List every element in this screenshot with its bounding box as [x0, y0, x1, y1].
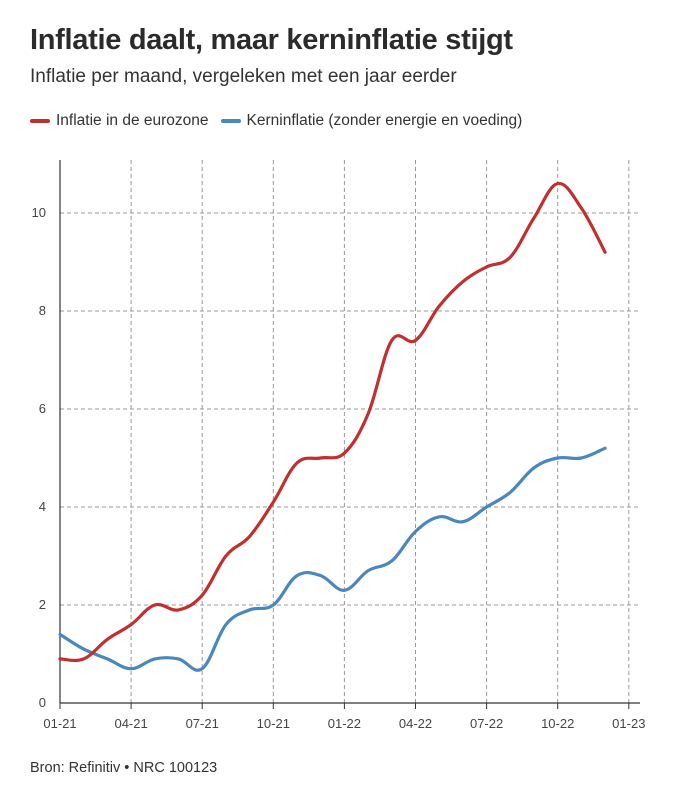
series-line-core — [58, 446, 607, 672]
y-tick-label: 2 — [39, 597, 46, 612]
series-group — [58, 181, 607, 672]
series-line-inflation — [58, 181, 607, 663]
x-tick-label: 01-23 — [612, 716, 645, 731]
source-note: Bron: Refinitiv • NRC 100123 — [30, 760, 218, 776]
y-tick-label: 0 — [39, 695, 46, 710]
x-tick-label: 01-22 — [328, 716, 361, 731]
x-tick-label: 01-21 — [43, 716, 76, 731]
x-tick-label: 04-22 — [399, 716, 432, 731]
y-tick-label: 10 — [32, 205, 46, 220]
legend-item-inflation: Inflatie in de eurozone — [30, 112, 209, 130]
grid — [60, 160, 640, 703]
x-tick-label: 10-21 — [257, 716, 290, 731]
legend-swatch-core — [220, 119, 241, 123]
axes: 0 2 4 6 8 10 01-21 04-21 07-21 10-21 01-22 04-22 07-… — [32, 160, 645, 731]
y-tick-label: 8 — [39, 303, 46, 318]
y-tick-label: 4 — [39, 499, 46, 514]
legend-item-core: Kerninflatie (zonder energie en voeding) — [220, 112, 523, 130]
chart-title: Inflatie daalt, maar kerninflatie stijgt — [30, 24, 513, 56]
x-tick-label: 07-22 — [470, 716, 503, 731]
x-tick-label: 04-21 — [114, 716, 147, 731]
line-chart: 0 2 4 6 8 10 01-21 04-21 07-21 10-21 01-22 04-22 07-… — [32, 160, 645, 731]
y-tick-label: 6 — [39, 401, 46, 416]
legend-swatch-inflation — [30, 119, 50, 123]
x-tick-label: 07-21 — [186, 716, 219, 731]
legend-label-inflation: Inflatie in de eurozone — [56, 112, 209, 129]
legend-label-core: Kerninflatie (zonder energie en voeding) — [246, 112, 523, 129]
chart-subtitle: Inflatie per maand, vergeleken met een j… — [30, 66, 457, 87]
x-tick-label: 10-22 — [541, 716, 574, 731]
legend: Inflatie in de eurozone Kerninflatie (zo… — [30, 112, 534, 130]
